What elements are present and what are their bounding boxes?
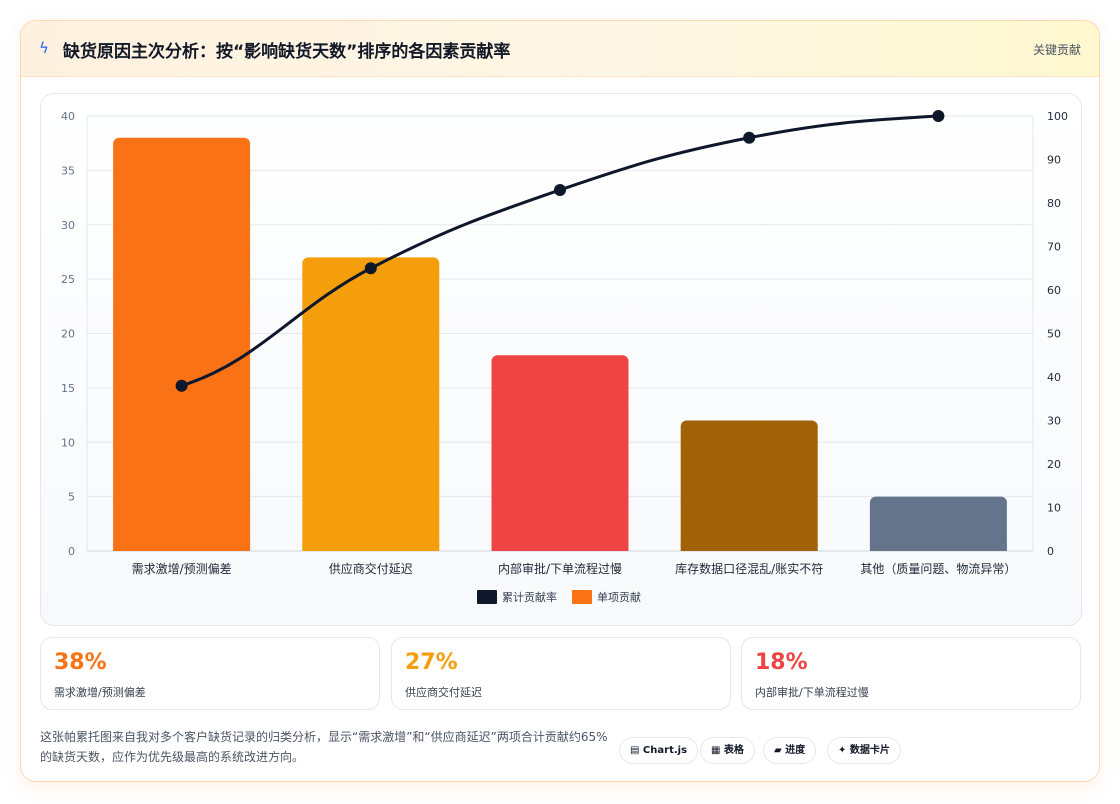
y-tick-label: 15 — [61, 382, 75, 395]
bar-3 — [491, 355, 629, 551]
y2-tick-label: 20 — [1047, 458, 1061, 471]
x-tick-label: 其他（质量问题、物流异常） — [860, 562, 1016, 576]
cumulative-point-1 — [175, 379, 188, 392]
y-tick-label: 40 — [61, 110, 75, 123]
y2-tick-label: 80 — [1047, 197, 1061, 210]
stat-value: 18% — [755, 650, 808, 675]
x-tick-label: 库存数据口径混乱/账实不符 — [675, 561, 823, 576]
y-tick-label: 30 — [61, 219, 75, 232]
stat-label: 供应商交付延迟 — [405, 686, 482, 699]
chip-table[interactable]: ▦ 表格 — [700, 737, 755, 764]
legend-label-single: 单项贡献 — [597, 590, 641, 604]
footer-description: 这张帕累托图来自我对多个客户缺货记录的归类分析，显示“需求激增”和“供应商延迟”… — [40, 730, 608, 764]
stat-card-supplier: 27% 供应商交付延迟 — [391, 637, 731, 710]
y-tick-label: 20 — [61, 328, 75, 341]
page-title: 缺货原因主次分析：按“影响缺货天数”排序的各因素贡献率 — [63, 42, 511, 62]
bar-base-2 — [302, 543, 440, 551]
stat-value: 27% — [405, 650, 458, 675]
stat-card-demand: 38% 需求激增/预测偏差 — [40, 637, 380, 710]
y-tick-label: 10 — [61, 436, 75, 449]
chip-data-card[interactable]: ✦ 数据卡片 — [827, 737, 901, 764]
pareto-chart-panel: 0 5 10 15 20 25 30 35 40 0 10 20 30 40 50 60 70 80 90 100 需求… — [40, 93, 1082, 626]
y2-tick-label: 0 — [1047, 545, 1054, 558]
bar-4 — [680, 420, 818, 551]
x-tick-label: 需求激增/预测偏差 — [132, 561, 232, 576]
lightning-bolt-icon: ϟ — [39, 39, 49, 57]
pareto-chart: 0 5 10 15 20 25 30 35 40 0 10 20 30 40 50 60 70 80 90 100 需求… — [61, 110, 1068, 604]
chip-chartjs[interactable]: ▤ Chart.js — [619, 737, 699, 764]
bar-base-5 — [869, 543, 1007, 551]
stat-label: 内部审批/下单流程过慢 — [755, 686, 869, 699]
y-tick-label: 25 — [61, 273, 75, 286]
cumulative-line — [181, 114, 939, 388]
bar-1 — [113, 137, 251, 551]
y2-tick-label: 90 — [1047, 154, 1061, 167]
bar-5 — [869, 496, 1007, 551]
bar-base-3 — [491, 543, 629, 551]
y2-tick-label: 50 — [1047, 328, 1061, 341]
card-header: ϟ 缺货原因主次分析：按“影响缺货天数”排序的各因素贡献率 关键贡献 — [21, 21, 1099, 77]
legend-swatch-single — [572, 590, 592, 604]
legend-swatch-cumulative — [477, 590, 497, 604]
y-tick-label: 0 — [68, 545, 75, 558]
cumulative-point-5 — [932, 110, 945, 122]
y-tick-label: 5 — [68, 491, 75, 504]
bar-base-4 — [680, 543, 818, 551]
y2-tick-label: 70 — [1047, 241, 1061, 254]
legend-label-cumulative: 累计贡献率 — [502, 590, 557, 604]
cumulative-point-2 — [364, 262, 377, 275]
stat-value: 38% — [54, 650, 107, 675]
key-contribution-tag: 关键贡献 — [1032, 43, 1081, 57]
stat-card-approval: 18% 内部审批/下单流程过慢 — [741, 637, 1081, 710]
y2-tick-label: 40 — [1047, 371, 1061, 384]
cumulative-point-4 — [743, 131, 756, 144]
chip-progress[interactable]: ▰ 进度 — [763, 737, 817, 764]
x-tick-label: 内部审批/下单流程过慢 — [498, 561, 622, 576]
y2-tick-label: 100 — [1047, 110, 1068, 123]
stat-label: 需求激增/预测偏差 — [54, 686, 146, 699]
y-tick-label: 35 — [61, 164, 75, 177]
x-tick-label: 供应商交付延迟 — [329, 561, 413, 576]
bar-2 — [302, 257, 440, 551]
cumulative-point-3 — [554, 183, 566, 196]
y2-tick-label: 30 — [1047, 415, 1061, 428]
dashboard-card: ϟ 缺货原因主次分析：按“影响缺货天数”排序的各因素贡献率 关键贡献 0 5 10 1… — [20, 20, 1100, 782]
bar-base-1 — [113, 543, 251, 551]
y2-tick-label: 60 — [1047, 284, 1061, 297]
y2-tick-label: 10 — [1047, 502, 1061, 515]
